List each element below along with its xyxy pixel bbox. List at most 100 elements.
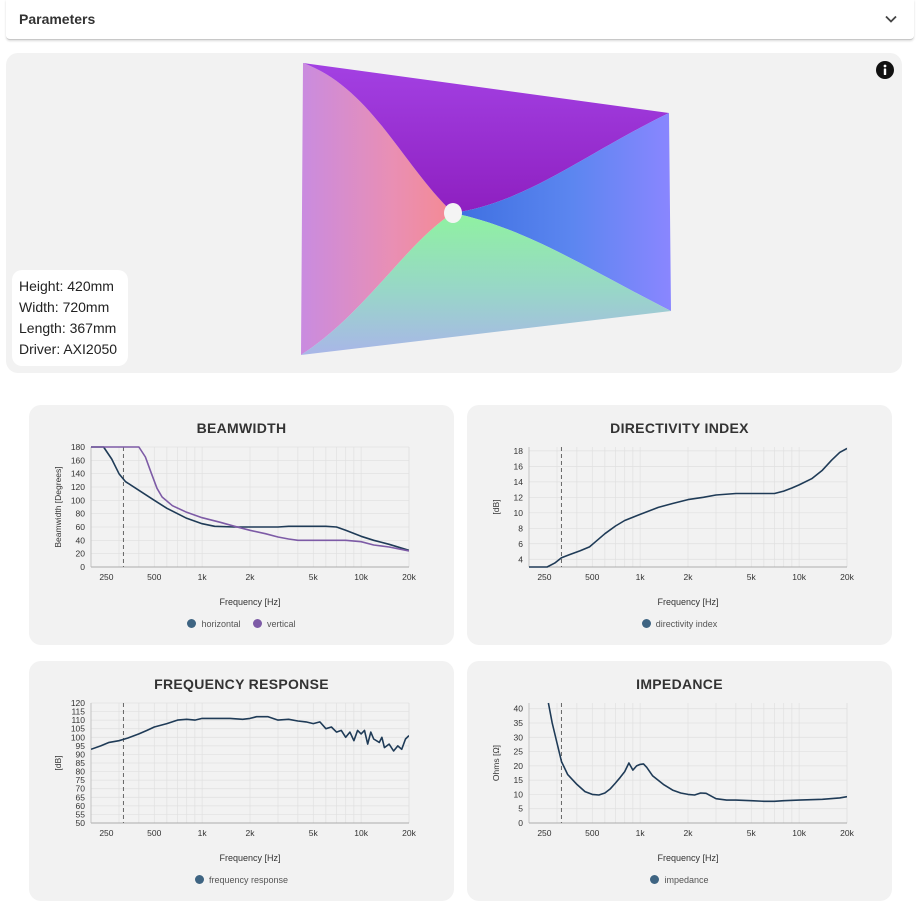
- height-label: Height: 420mm: [19, 278, 114, 294]
- series-line-frequency-response: [91, 715, 409, 752]
- x-tick-label: 20k: [840, 572, 854, 582]
- horn-throat: [444, 203, 462, 223]
- x-tick-label: 2k: [246, 572, 256, 582]
- y-axis-label: Ohms [Ω]: [491, 745, 501, 781]
- length-label: Length: 367mm: [19, 320, 117, 336]
- legend-label: frequency response: [208, 875, 289, 885]
- horn-3d-viewer[interactable]: Height: 420mm Width: 720mm Length: 367mm…: [6, 53, 902, 373]
- x-tick-label: 500: [585, 828, 599, 838]
- x-tick-label: 500: [585, 572, 599, 582]
- series-line-impedance: [547, 702, 847, 803]
- horn-top-face: [303, 63, 669, 213]
- y-tick-label: 120: [71, 698, 85, 708]
- x-tick-label: 20k: [402, 572, 416, 582]
- legend-item-impedance[interactable]: impedance: [650, 875, 709, 885]
- x-tick-label: 1k: [636, 828, 646, 838]
- y-tick-label: 16: [514, 461, 524, 471]
- x-tick-label: 10k: [354, 572, 368, 582]
- chart-legend: frequency response: [29, 875, 454, 885]
- series-line-directivity-index: [529, 447, 847, 568]
- beamwidth-chart: 0 20 40 60 80 100 120 140 160 180 250 500 1k 2k 5k 10k 2…: [53, 442, 417, 607]
- series-line-vertical: [91, 446, 409, 552]
- x-tick-label: 2k: [684, 572, 694, 582]
- impedance-chart: 0 5 10 15 20 25 30 35 40 250 500 1k 2k 5k 10k 20k Freque…: [491, 702, 855, 863]
- chart-legend: impedance: [467, 875, 892, 885]
- x-tick-label: 5k: [309, 572, 319, 582]
- horn-right-face: [453, 113, 671, 311]
- x-tick-label: 5k: [747, 572, 757, 582]
- x-tick-label: 10k: [792, 828, 806, 838]
- legend-dot: [253, 619, 263, 628]
- legend-item-directivity-index[interactable]: directivity index: [641, 619, 718, 629]
- y-tick-label: 6: [518, 539, 523, 549]
- impedance-card: IMPEDANCE 0 5 10 15 20 25 30 35 40 250 500 1k 2k 5k 10…: [467, 661, 892, 901]
- legend-label: directivity index: [655, 619, 718, 629]
- x-tick-label: 20k: [840, 828, 854, 838]
- y-tick-label: 60: [76, 522, 86, 532]
- y-tick-label: 140: [71, 469, 85, 479]
- legend-label: vertical: [267, 619, 296, 629]
- horn-left-face: [301, 63, 453, 355]
- y-tick-label: 105: [71, 724, 85, 734]
- y-axis-label: Beamwidth [Degrees]: [53, 466, 63, 547]
- chart-title: DIRECTIVITY INDEX: [610, 420, 749, 436]
- y-tick-label: 25: [514, 747, 524, 757]
- x-tick-label: 2k: [246, 828, 256, 838]
- y-tick-label: 65: [76, 792, 86, 802]
- width-label: Width: 720mm: [19, 299, 110, 315]
- y-tick-label: 80: [76, 767, 86, 777]
- y-tick-label: 85: [76, 758, 86, 768]
- x-axis-label: Frequency [Hz]: [657, 853, 718, 863]
- horn-3d-model[interactable]: [6, 53, 902, 373]
- beamwidth-card: BEAMWIDTH 0 20 40 60 80 100 120 140 160 180 250 500…: [29, 405, 454, 645]
- y-tick-label: 160: [71, 455, 85, 465]
- y-tick-label: 75: [76, 775, 86, 785]
- x-tick-label: 1k: [636, 572, 646, 582]
- chart-legend: horizontal vertical: [29, 619, 454, 629]
- y-tick-label: 5: [518, 804, 523, 814]
- legend-item-horizontal[interactable]: horizontal: [187, 619, 241, 629]
- chart-legend: directivity index: [467, 619, 892, 629]
- legend-dot: [194, 875, 204, 884]
- y-tick-label: 4: [518, 554, 523, 564]
- legend-dot: [187, 619, 197, 628]
- y-tick-label: 20: [514, 761, 524, 771]
- legend-dot: [641, 619, 651, 628]
- x-tick-label: 10k: [354, 828, 368, 838]
- y-tick-label: 14: [514, 477, 524, 487]
- y-tick-label: 30: [514, 732, 524, 742]
- x-axis-label: Frequency [Hz]: [219, 853, 280, 863]
- directivity-index-chart: 4 6 8 10 12 14 16 18 250 500 1k 2k 5k 10k 20k Frequency…: [491, 446, 855, 607]
- legend-label: horizontal: [201, 619, 241, 629]
- chevron-down-icon[interactable]: [884, 12, 898, 26]
- y-tick-label: 18: [514, 446, 524, 456]
- horn-bottom-face: [301, 213, 671, 355]
- y-tick-label: 55: [76, 809, 86, 819]
- x-tick-label: 1k: [198, 828, 208, 838]
- y-axis-label: [dB]: [53, 755, 63, 770]
- parameters-header[interactable]: Parameters: [6, 0, 914, 40]
- y-tick-label: 20: [76, 549, 86, 559]
- y-tick-label: 15: [514, 775, 524, 785]
- x-tick-label: 1k: [198, 572, 208, 582]
- legend-item-frequency-response[interactable]: frequency response: [194, 875, 289, 885]
- x-tick-label: 5k: [747, 828, 757, 838]
- y-axis-label: [dB]: [491, 499, 501, 514]
- legend-item-vertical[interactable]: vertical: [253, 619, 296, 629]
- driver-label: Driver: AXI2050: [19, 341, 118, 357]
- y-tick-label: 120: [71, 482, 85, 492]
- x-tick-label: 250: [537, 572, 551, 582]
- x-tick-label: 500: [147, 572, 161, 582]
- chart-title: FREQUENCY RESPONSE: [154, 676, 329, 692]
- y-tick-label: 10: [514, 789, 524, 799]
- x-tick-label: 250: [537, 828, 551, 838]
- y-tick-label: 80: [76, 509, 86, 519]
- x-axis-label: Frequency [Hz]: [219, 597, 280, 607]
- chart-title: IMPEDANCE: [636, 676, 723, 692]
- y-tick-label: 110: [71, 715, 85, 725]
- info-icon[interactable]: [876, 61, 894, 79]
- y-tick-label: 90: [76, 749, 86, 759]
- y-tick-label: 35: [514, 718, 524, 728]
- frequency-response-card: FREQUENCY RESPONSE 50 55 60 65 70 75 80 85 90 95 1…: [29, 661, 454, 901]
